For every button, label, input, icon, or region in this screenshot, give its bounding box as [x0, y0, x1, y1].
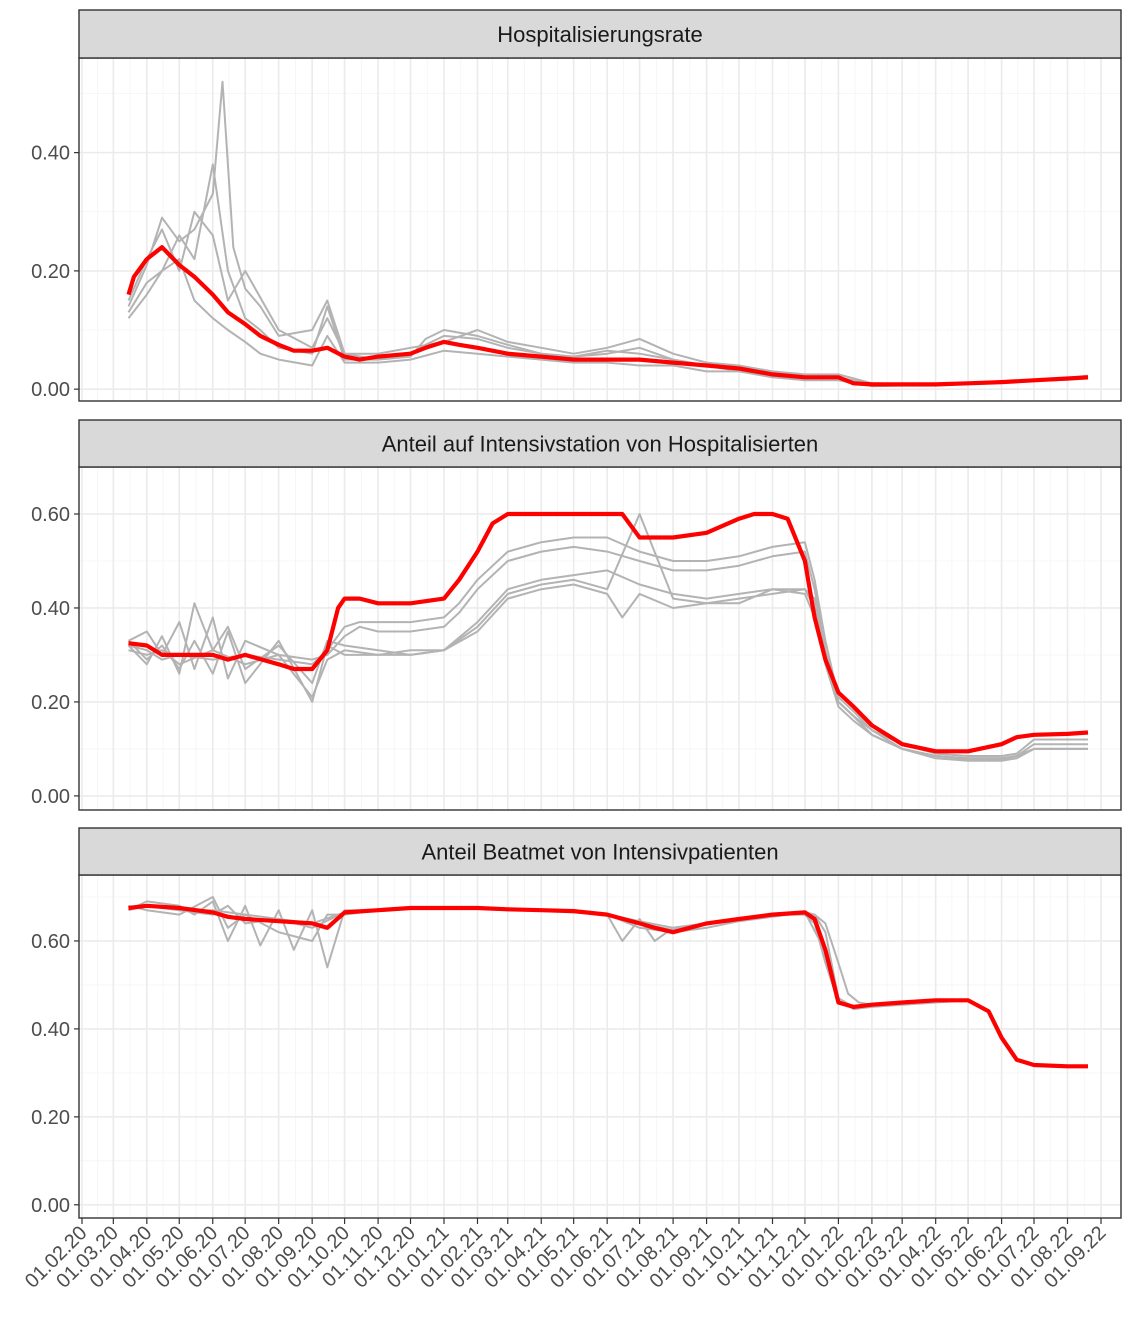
ensemble-series-line [128, 900, 1088, 1068]
y-tick-label: 0.60 [31, 504, 70, 526]
y-tick-label: 0.40 [31, 598, 70, 620]
y-tick-label: 0.20 [31, 261, 70, 283]
y-tick-label: 0.60 [31, 931, 70, 953]
main-series-line [126, 245, 1089, 387]
panel-title: Anteil Beatmet von Intensivpatienten [421, 840, 778, 865]
y-tick-label: 0.40 [31, 1019, 70, 1041]
ensemble-series-line [128, 569, 1088, 762]
main-series-line [128, 511, 1089, 754]
y-tick-label: 0.00 [31, 379, 70, 401]
panel-title: Anteil auf Intensivstation von Hospitali… [382, 432, 819, 457]
panel-3: 0.00 0.20 0.40 0.60 Anteil Beatmet von Inten… [31, 827, 1122, 1219]
panel-strip [78, 419, 1122, 468]
x-axis: 01.02.2001.03.2001.04.2001.05.2001.06.20… [21, 1218, 1111, 1293]
panel-strip [78, 9, 1122, 59]
y-tick-label: 0.20 [31, 1107, 70, 1129]
y-tick-label: 0.40 [31, 143, 70, 165]
main-series-line [128, 903, 1088, 1069]
panel-title: Hospitalisierungsrate [497, 22, 702, 47]
y-tick-label: 0.00 [31, 1195, 70, 1217]
panel-1: 0.00 0.20 0.40 Hospitalisierungsrate [31, 9, 1122, 402]
panel-2: 0.00 0.20 0.40 0.60 Anteil auf Intensivstati… [31, 419, 1122, 811]
y-tick-label: 0.20 [31, 692, 70, 714]
y-tick-label: 0.00 [31, 786, 70, 808]
panel-strip [78, 827, 1122, 876]
panel-background [79, 58, 1121, 401]
